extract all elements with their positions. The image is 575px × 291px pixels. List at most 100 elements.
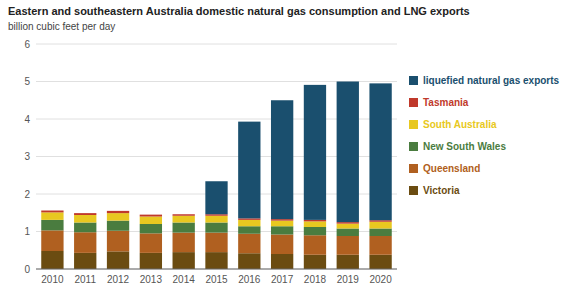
bar — [140, 233, 162, 253]
x-tick-label: 2014 — [173, 274, 196, 285]
chart-container: Eastern and southeastern Australia domes… — [0, 0, 575, 291]
bar — [337, 222, 359, 224]
bar — [41, 212, 63, 220]
bar — [205, 252, 227, 269]
legend-label: South Australia — [423, 119, 497, 130]
chart-svg: Eastern and southeastern Australia domes… — [0, 0, 575, 291]
bars — [41, 82, 391, 270]
x-tick-label: 2018 — [304, 274, 327, 285]
bar — [173, 214, 195, 215]
bar — [304, 255, 326, 269]
x-tick-label: 2013 — [140, 274, 163, 285]
x-tick-label: 2010 — [41, 274, 64, 285]
bar — [41, 251, 63, 269]
legend-label: Queensland — [423, 163, 480, 174]
bar — [369, 83, 391, 220]
bar — [271, 235, 293, 255]
legend-swatch — [409, 186, 418, 195]
bar — [74, 253, 96, 269]
bar — [205, 214, 227, 216]
legend-label: Tasmania — [423, 97, 469, 108]
bar — [140, 217, 162, 225]
bar — [173, 214, 195, 216]
x-tick-label: 2011 — [74, 274, 96, 285]
bar — [107, 251, 129, 269]
bar — [173, 233, 195, 253]
bar — [271, 226, 293, 234]
bar — [238, 220, 260, 226]
bar — [41, 210, 63, 211]
bar — [271, 254, 293, 269]
bar — [205, 223, 227, 233]
bar — [205, 233, 227, 253]
grid — [36, 44, 397, 269]
x-tick-label: 2017 — [271, 274, 294, 285]
y-tick-label: 3 — [24, 151, 30, 162]
legend-swatch — [409, 76, 418, 85]
y-tick-label: 5 — [24, 76, 30, 87]
bar — [304, 85, 326, 220]
title: Eastern and southeastern Australia domes… — [8, 5, 470, 17]
bar — [74, 215, 96, 223]
bar — [271, 219, 293, 221]
bar — [304, 235, 326, 255]
bar — [74, 232, 96, 253]
grid-line — [36, 269, 397, 270]
subtitle: billion cubic feet per day — [8, 21, 115, 32]
bar — [238, 218, 260, 220]
x-tick-label: 2020 — [369, 274, 392, 285]
x-axis-line — [36, 269, 397, 270]
bar — [238, 253, 260, 269]
series — [205, 82, 391, 223]
bar — [337, 255, 359, 269]
legend-label: liquefied natural gas exports — [423, 75, 560, 86]
legend-swatch — [409, 98, 418, 107]
bar — [205, 216, 227, 223]
bar — [107, 213, 129, 221]
y-tick-label: 4 — [24, 114, 30, 125]
bar — [337, 236, 359, 255]
bar — [140, 253, 162, 269]
bar — [238, 122, 260, 219]
bar — [107, 210, 129, 211]
bar — [238, 234, 260, 254]
bar — [304, 220, 326, 222]
bar — [107, 221, 129, 231]
legend-swatch — [409, 142, 418, 151]
bar — [369, 229, 391, 237]
legend: liquefied natural gas exports Tasmania Sou… — [409, 75, 560, 196]
x-tick-label: 2019 — [337, 274, 360, 285]
x-tick-label: 2016 — [238, 274, 261, 285]
bar — [369, 236, 391, 255]
x-tick-label: 2015 — [205, 274, 228, 285]
bar — [173, 252, 195, 269]
bar — [41, 220, 63, 231]
bar — [337, 82, 359, 223]
y-tick-label: 0 — [24, 264, 30, 275]
bar — [107, 231, 129, 252]
bar — [304, 221, 326, 227]
bar — [238, 226, 260, 234]
bar — [140, 215, 162, 217]
bar — [140, 224, 162, 233]
bar — [41, 230, 63, 251]
bar — [173, 216, 195, 223]
bar — [205, 181, 227, 214]
bar — [107, 211, 129, 213]
x-tick-label: 2012 — [107, 274, 130, 285]
bar — [337, 224, 359, 229]
y-tick-label: 1 — [24, 226, 30, 237]
bar — [74, 213, 96, 215]
bar — [41, 211, 63, 213]
bar — [74, 223, 96, 233]
y-tick-label: 2 — [24, 189, 30, 200]
bar — [369, 222, 391, 229]
bar — [304, 227, 326, 235]
bar — [173, 223, 195, 233]
bar — [369, 220, 391, 222]
bar — [74, 213, 96, 214]
grid-line — [36, 44, 397, 45]
bar — [271, 221, 293, 227]
bar — [271, 100, 293, 219]
legend-label: Victoria — [423, 185, 460, 196]
